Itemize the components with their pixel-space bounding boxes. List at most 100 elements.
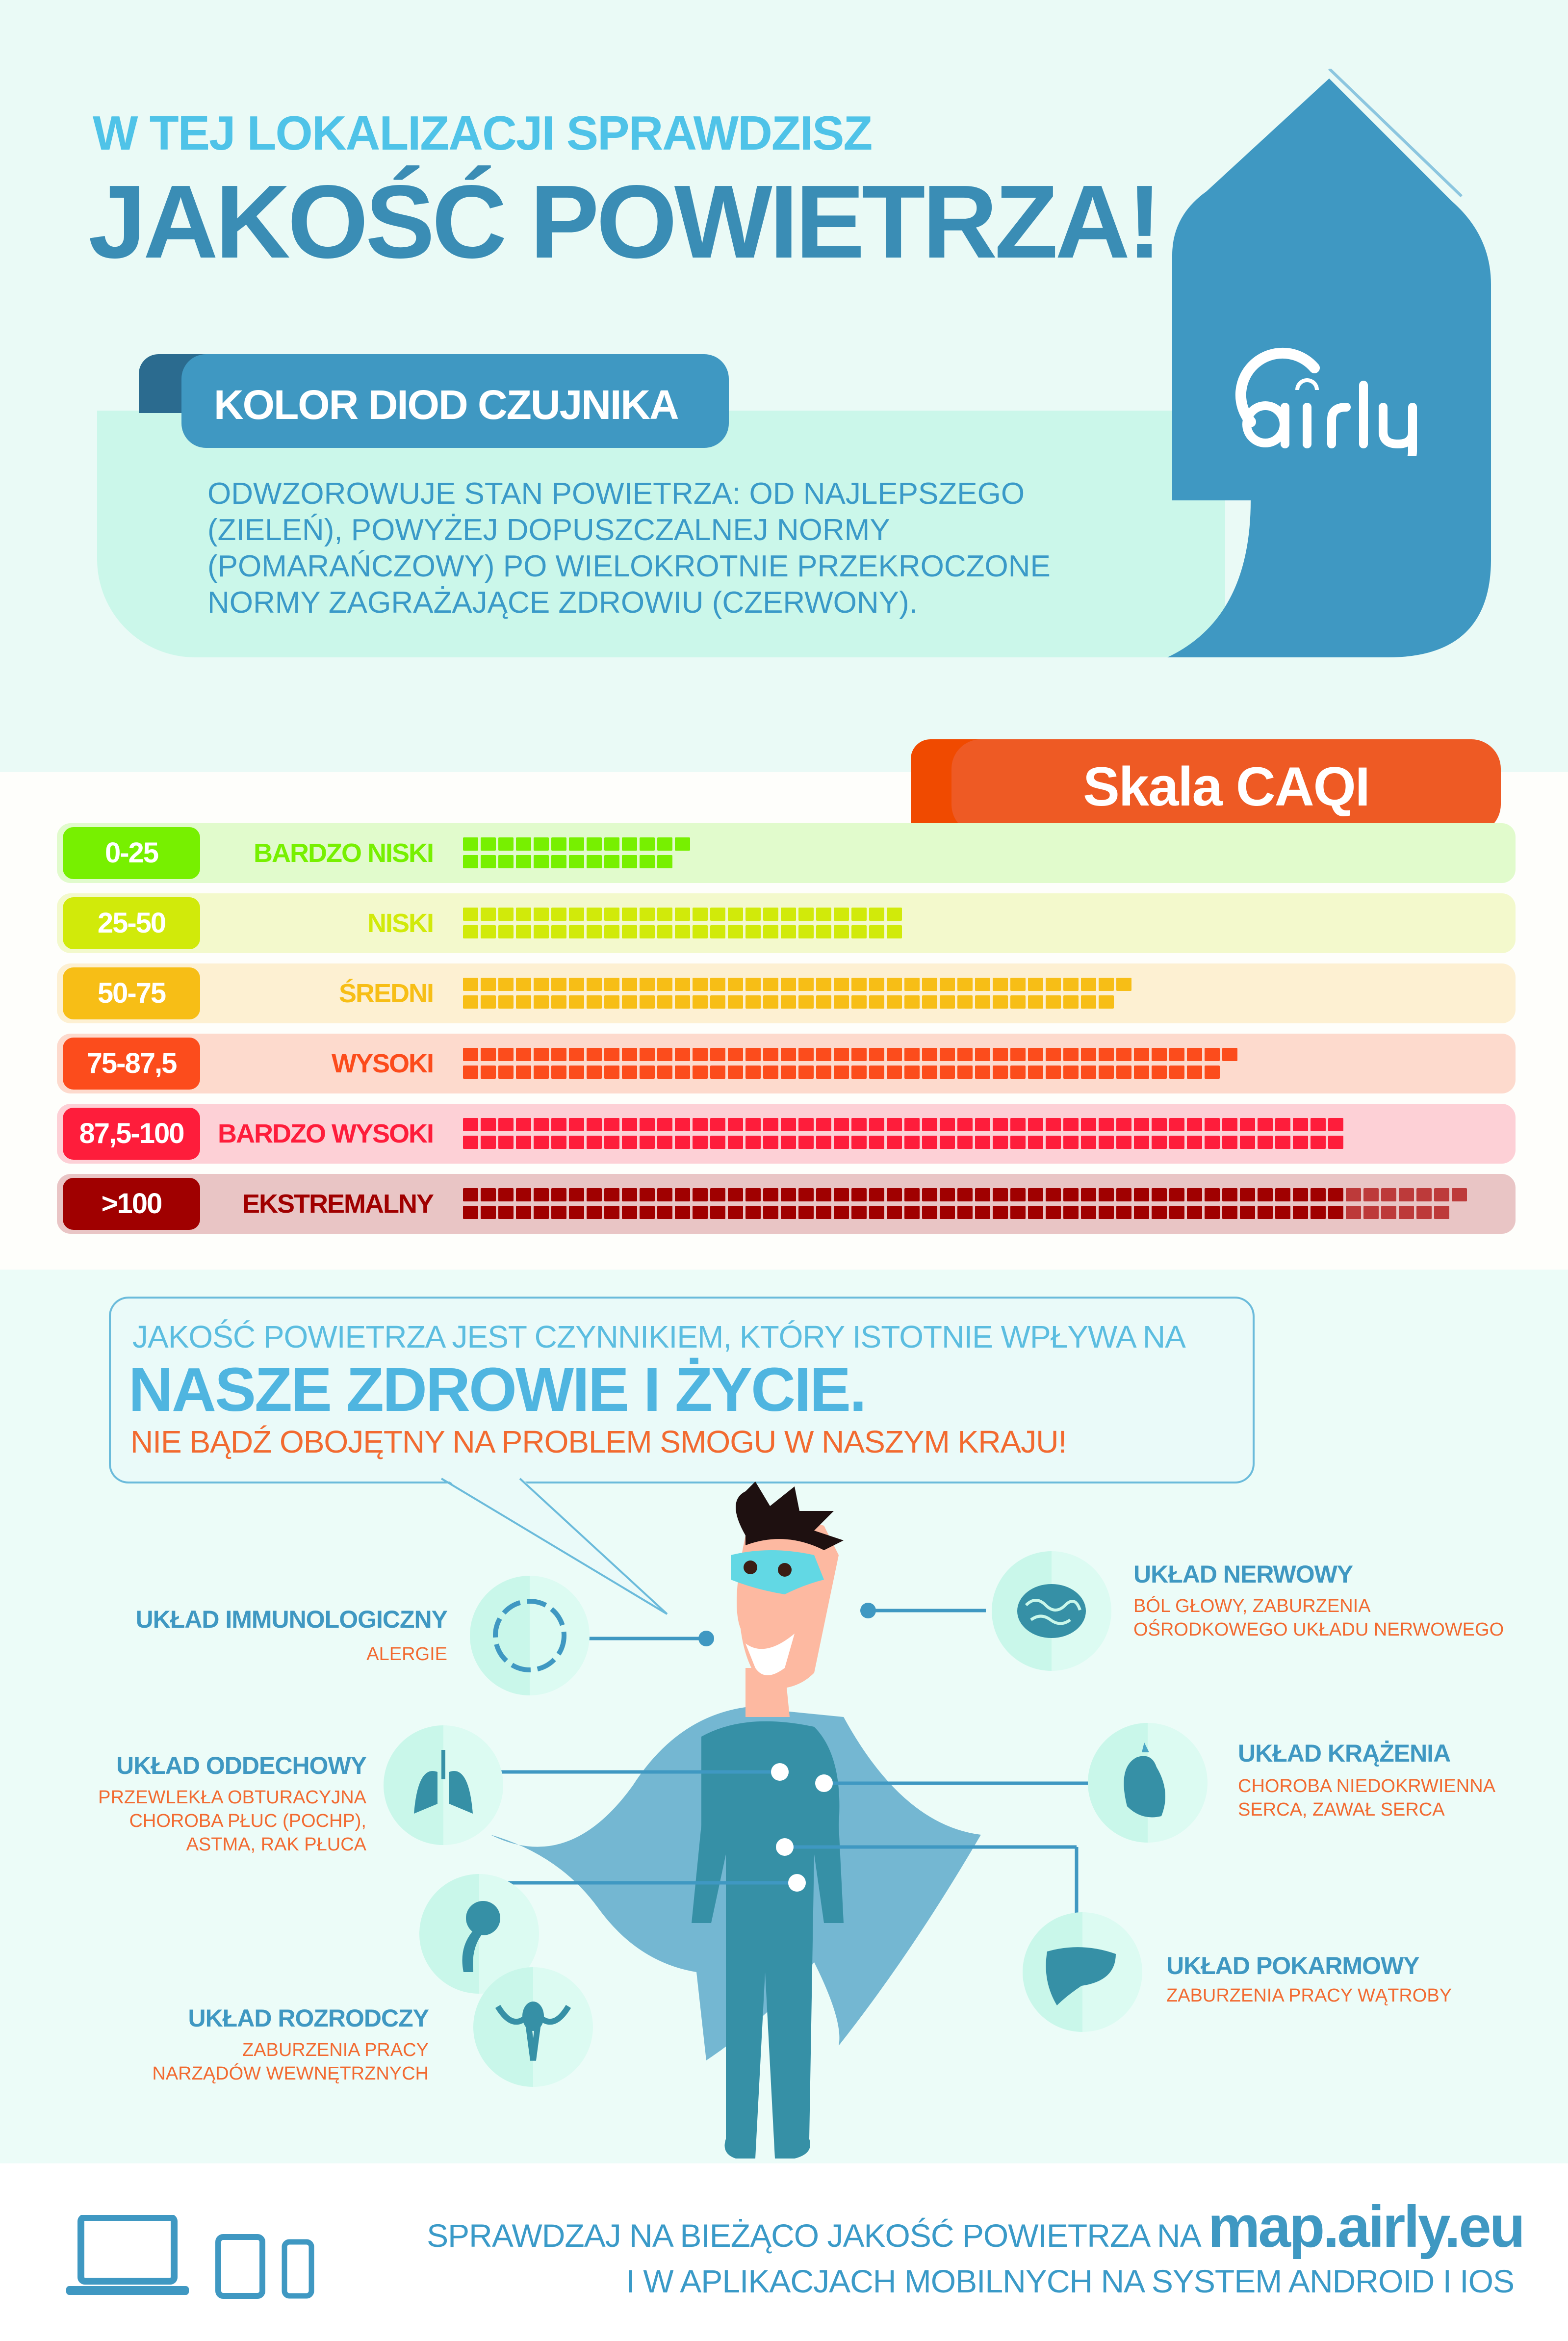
desc-line: (POMARAŃCZOWY) PO WIELOKROTNIE PRZEKROCZ…	[207, 549, 1051, 583]
caqi-bar-segment	[975, 978, 990, 991]
caqi-bar-segment	[763, 978, 778, 991]
phone-icon	[282, 2239, 314, 2299]
caqi-bar-segment	[922, 1066, 937, 1079]
caqi-bar-segment	[922, 978, 937, 991]
caqi-bar-segment	[904, 1066, 920, 1079]
caqi-level-label: ŚREDNI	[338, 979, 434, 1008]
caqi-bar-segment	[834, 908, 849, 921]
caqi-bar-segment	[463, 995, 478, 1009]
caqi-bar-segment	[710, 995, 725, 1009]
caqi-bar-segment	[516, 1188, 531, 1201]
caqi-bar-segment	[904, 1188, 920, 1201]
caqi-bar-segment	[816, 995, 831, 1009]
caqi-range-badge: 75-87,5	[63, 1038, 200, 1090]
caqi-bar-segment	[604, 1206, 619, 1219]
caqi-bar-segment	[1046, 1066, 1061, 1079]
caqi-bar-segment	[816, 1188, 831, 1201]
caqi-bar-segment	[1293, 1206, 1308, 1219]
caqi-bar-segment	[587, 1048, 602, 1061]
caqi-bar-segment	[975, 1066, 990, 1079]
caqi-bar-segment	[834, 925, 849, 938]
caqi-bar-segment	[622, 1118, 637, 1131]
caqi-bar-segment	[993, 995, 1008, 1009]
caqi-bar-segment	[1046, 995, 1061, 1009]
digestive-title: UKŁAD POKARMOWY	[1166, 1952, 1420, 1979]
map-link[interactable]: map.airly.eu	[1208, 2194, 1525, 2260]
caqi-bar-segment	[1169, 1206, 1184, 1219]
caqi-bar-segment	[569, 925, 584, 938]
caqi-bar-segment	[1010, 978, 1026, 991]
caqi-bar-segment	[463, 1066, 478, 1079]
caqi-bar-segment	[763, 995, 778, 1009]
caqi-bar-segment	[498, 1188, 514, 1201]
caqi-bar-segment	[604, 925, 619, 938]
caqi-bar-segment	[781, 1206, 796, 1219]
caqi-bar-segment	[1046, 1048, 1061, 1061]
caqi-bar-segment	[1328, 1206, 1343, 1219]
caqi-bar-segment	[1081, 1066, 1096, 1079]
airly-logo	[1235, 347, 1417, 456]
caqi-bar-segment	[869, 1188, 884, 1201]
caqi-bar-segment	[851, 1048, 867, 1061]
caqi-bar-segment	[587, 925, 602, 938]
caqi-bar-segment	[569, 978, 584, 991]
caqi-bar-segment	[869, 978, 884, 991]
caqi-bar-segment	[834, 1136, 849, 1149]
caqi-bar-segment	[851, 1188, 867, 1201]
caqi-bar-segment	[640, 978, 655, 991]
caqi-bar-segment	[869, 1136, 884, 1149]
nervous-system-info: UKŁAD NERWOWY BÓL GŁOWY, ZABURZENIA OŚRO…	[1133, 1560, 1504, 1641]
caqi-bar-segment	[710, 1048, 725, 1061]
caqi-bar-segment	[1258, 1136, 1273, 1149]
caqi-bar-segment	[516, 837, 531, 851]
caqi-bar-segment	[887, 1206, 902, 1219]
caqi-bar-segment	[816, 1136, 831, 1149]
caqi-bar-segment	[481, 1118, 496, 1131]
footer-line-1: SPRAWDZAJ NA BIEŻĄCO JAKOŚĆ POWIETRZA NA	[427, 2217, 1201, 2254]
caqi-bar-segment	[1275, 1118, 1290, 1131]
caqi-bar-segment	[710, 978, 725, 991]
caqi-bar-segment	[463, 855, 478, 868]
caqi-bar-segment	[710, 1206, 725, 1219]
caqi-bar-segment	[887, 1118, 902, 1131]
caqi-bar-segment	[587, 978, 602, 991]
caqi-bar-segment	[1434, 1188, 1449, 1201]
caqi-bar-segment	[781, 1136, 796, 1149]
footer-line-2: I W APLIKACJACH MOBILNYCH NA SYSTEM ANDR…	[626, 2263, 1515, 2299]
caqi-bar-segment	[640, 1066, 655, 1079]
caqi-bar-segment	[745, 995, 761, 1009]
caqi-bar-segment	[957, 995, 973, 1009]
caqi-bar-segment	[640, 925, 655, 938]
caqi-bar-segment	[640, 837, 655, 851]
caqi-range-badge: 87,5-100	[63, 1108, 200, 1160]
caqi-bar-segment	[675, 1048, 690, 1061]
caqi-bar-segment	[940, 978, 955, 991]
caqi-bar-segment	[481, 1048, 496, 1061]
caqi-bar-segment	[1063, 1066, 1079, 1079]
caqi-bar-segment	[851, 1136, 867, 1149]
caqi-bar-segment	[1010, 1066, 1026, 1079]
caqi-bar-segment	[1028, 1136, 1043, 1149]
caqi-bar-segment	[534, 855, 549, 868]
caqi-bar-segment	[481, 995, 496, 1009]
caqi-bar-segment	[1081, 1188, 1096, 1201]
caqi-bar-segment	[498, 1118, 514, 1131]
caqi-bar-segment	[1187, 1136, 1202, 1149]
desc-line: (ZIELEŃ), POWYŻEJ DOPUSZCZALNEJ NORMY	[207, 513, 890, 547]
caqi-bar-segment	[798, 1066, 814, 1079]
caqi-bar-segment	[463, 1048, 478, 1061]
caqi-bar-segment	[569, 1066, 584, 1079]
caqi-bar-segment	[1222, 1048, 1237, 1061]
caqi-bar-segment	[745, 925, 761, 938]
caqi-bar-segment	[940, 1188, 955, 1201]
caqi-bar-segment	[1028, 1118, 1043, 1131]
caqi-bar-segment	[1134, 1188, 1149, 1201]
caqi-bar-segment	[1134, 1066, 1149, 1079]
caqi-bar-segment	[1328, 1188, 1343, 1201]
health-headline: NASZE ZDROWIE I ŻYCIE.	[129, 1355, 867, 1424]
caqi-bar-segment	[640, 1136, 655, 1149]
caqi-bar-segment	[463, 1136, 478, 1149]
caqi-bar-segment	[1416, 1206, 1432, 1219]
caqi-bar-segment	[869, 1118, 884, 1131]
caqi-row: 0-25 BARDZO NISKI	[57, 823, 1516, 883]
